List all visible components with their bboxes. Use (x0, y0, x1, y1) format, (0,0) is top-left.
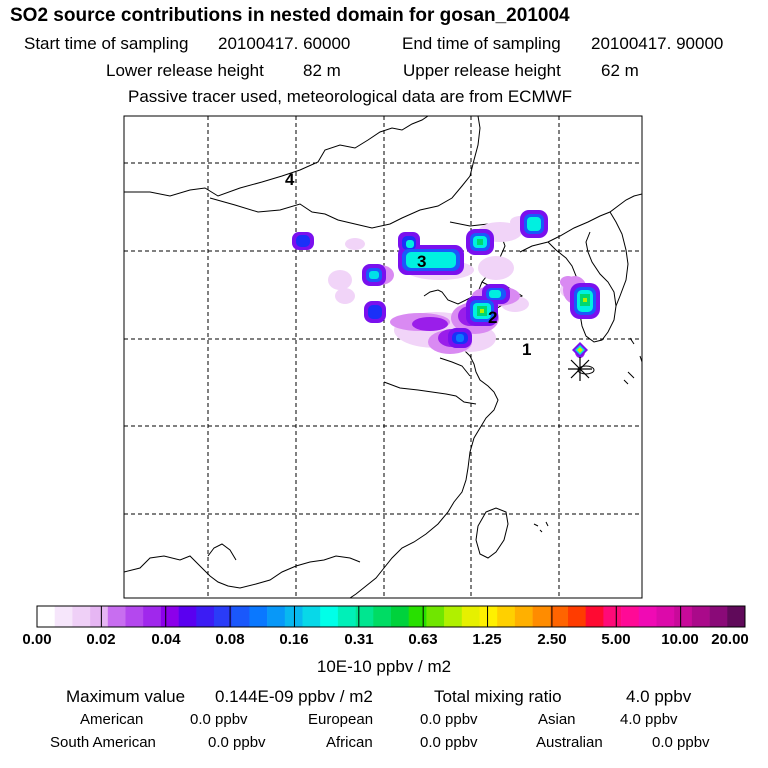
colorbar-label: 0.31 (344, 631, 374, 648)
colorbar-cell (54, 606, 73, 627)
region-value: 0.0 ppbv (652, 734, 710, 751)
colorbar-cell (497, 606, 516, 627)
map-frame (123, 115, 643, 599)
colorbar-cell (550, 606, 569, 627)
colorbar-cell (674, 606, 693, 627)
tracer-note: Passive tracer used, meteorological data… (128, 87, 573, 106)
colorbar-cell (408, 606, 427, 627)
lower-release-value: 82 m (303, 61, 341, 80)
upper-release-label: Upper release height (403, 61, 561, 80)
colorbar-cell (585, 606, 604, 627)
colorbar-cell (709, 606, 728, 627)
colorbar-label: 0.04 (151, 631, 181, 648)
colorbar-cell (532, 606, 551, 627)
region-value: 4.0 ppbv (620, 711, 678, 728)
colorbar-cell (479, 606, 498, 627)
colorbar-label: 0.02 (86, 631, 116, 648)
colorbar-cell (638, 606, 657, 627)
colorbar-cell (355, 606, 374, 627)
colorbar-cell (72, 606, 91, 627)
region-value: 0.0 ppbv (420, 734, 478, 751)
colorbar-cell (160, 606, 179, 627)
colorbar-cell (656, 606, 675, 627)
upper-release-value: 62 m (601, 61, 639, 80)
total-mixing-label: Total mixing ratio (434, 687, 562, 706)
colorbar-cell (691, 606, 710, 627)
region-name: American (80, 711, 144, 728)
map-title: SO2 source contributions in nested domai… (10, 5, 570, 26)
region-name: Asian (538, 711, 576, 728)
colorbar-cell (125, 606, 144, 627)
start-time-value: 20100417. 60000 (218, 34, 351, 53)
region-label-2: 2 (488, 308, 497, 327)
colorbar-cell (90, 606, 109, 627)
colorbar-cell (249, 606, 268, 627)
colorbar-cell (391, 606, 409, 627)
colorbar-cell (267, 606, 286, 627)
region-value: 0.0 ppbv (190, 711, 248, 728)
lower-release-label: Lower release height (106, 61, 264, 80)
colorbar-cell (461, 606, 480, 627)
colorbar-label: 0.63 (408, 631, 438, 648)
region-name: European (308, 711, 374, 728)
colorbar-label: 0.16 (279, 631, 309, 648)
colorbar-cell (444, 606, 463, 627)
colorbar-cell (603, 606, 622, 627)
colorbar-label: 2.50 (537, 631, 567, 648)
colorbar-cell (178, 606, 197, 627)
colorbar-label: 0.00 (22, 631, 52, 648)
region-name: South American (50, 734, 156, 751)
region-value: 0.0 ppbv (208, 734, 266, 751)
colorbar-cell (284, 606, 303, 627)
colorbar-label: 0.08 (215, 631, 245, 648)
colorbar-label: 20.00 (711, 631, 749, 648)
max-value-label: Maximum value (66, 687, 186, 706)
colorbar-cell (514, 606, 533, 627)
colorbar-cell (426, 606, 445, 627)
colorbar-cell (231, 606, 250, 627)
colorbar-cell (373, 606, 392, 627)
asterisk-icon (568, 357, 592, 381)
colorbar-cell (214, 606, 232, 627)
region-name: African (326, 734, 373, 751)
colorbar-cell (143, 606, 162, 627)
colorbar-cell (107, 606, 126, 627)
colorbar-border (36, 605, 746, 628)
colorbar (37, 606, 746, 627)
colorbar-label: 10.00 (661, 631, 699, 648)
start-time-label: Start time of sampling (24, 34, 189, 53)
plume-layer (292, 210, 600, 358)
colorbar-cell (302, 606, 321, 627)
colorbar-label: 5.00 (601, 631, 631, 648)
region-value: 0.0 ppbv (420, 711, 478, 728)
colorbar-cell (337, 606, 356, 627)
colorbar-units: 10E-10 ppbv / m2 (316, 657, 452, 676)
max-value: 0.144E-09 ppbv / m2 (215, 687, 373, 706)
colorbar-cell (727, 606, 746, 627)
colorbar-cell (621, 606, 640, 627)
colorbar-cell (320, 606, 339, 627)
region-label-3: 3 (417, 252, 426, 271)
colorbar-cell (568, 606, 586, 627)
end-time-value: 20100417. 90000 (591, 34, 724, 53)
colorbar-label: 1.25 (472, 631, 502, 648)
region-label-4: 4 (285, 170, 295, 189)
total-mixing-value: 4.0 ppbv (626, 687, 692, 706)
colorbar-cell (196, 606, 215, 627)
colorbar-cell (37, 606, 55, 627)
plume-cores (292, 210, 600, 358)
region-name: Australian (536, 734, 603, 751)
end-time-label: End time of sampling (402, 34, 561, 53)
region-label-1: 1 (522, 340, 531, 359)
